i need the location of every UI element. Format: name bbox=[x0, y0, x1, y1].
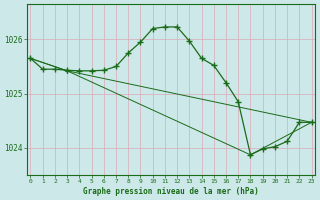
X-axis label: Graphe pression niveau de la mer (hPa): Graphe pression niveau de la mer (hPa) bbox=[83, 187, 259, 196]
